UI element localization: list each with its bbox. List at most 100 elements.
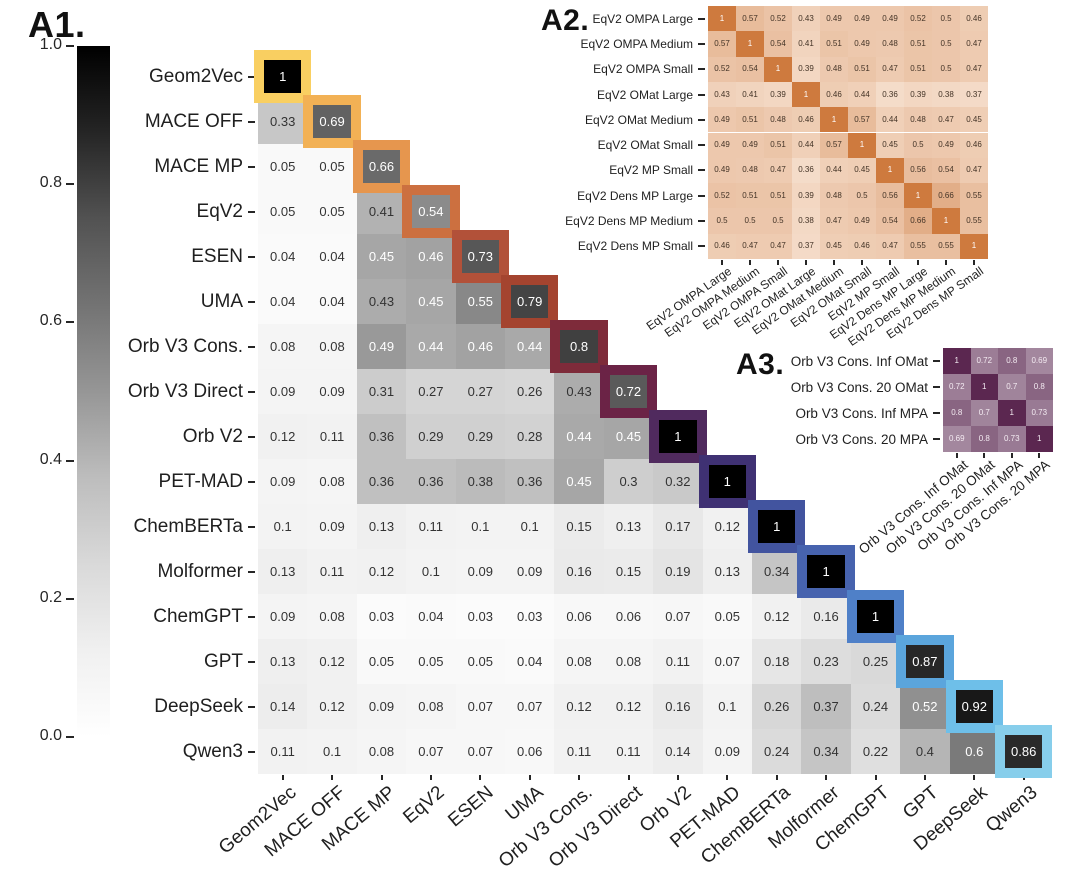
heatmap-cell: 1 — [943, 348, 971, 374]
y-axis-tick — [248, 525, 255, 528]
heatmap-cell: 0.57 — [736, 6, 764, 32]
heatmap-cell: 0.47 — [876, 233, 904, 259]
cell-value: 0.22 — [862, 744, 889, 759]
heatmap-cell: 0.36 — [505, 459, 555, 504]
heatmap-cell: 0.44 — [554, 414, 604, 459]
cell-value: 0.08 — [566, 654, 592, 669]
heatmap-cell: 0.48 — [764, 107, 792, 133]
heatmap-cell: 0.47 — [736, 233, 764, 259]
cell-value: 0.38 — [467, 474, 493, 489]
cell-value: 1 — [859, 140, 865, 150]
cell-value: 0.56 — [882, 190, 898, 200]
heatmap-cell: 0.07 — [455, 684, 505, 729]
row-label-text: EqV2 Dens MP Large — [577, 188, 693, 203]
x-axis-tick — [917, 260, 919, 265]
row-label: ESEN — [15, 234, 255, 279]
colorbar-tick-label: 0.0 — [39, 727, 62, 744]
row-label: PET-MAD — [15, 459, 255, 504]
cell-value: 0.03 — [368, 609, 395, 624]
cell-value: 0.69 — [948, 434, 965, 443]
cell-value: 0.03 — [517, 609, 543, 624]
x-axis-tick — [380, 775, 383, 780]
cell-value: 0.09 — [319, 384, 345, 399]
row-label: EqV2 OMat Large — [485, 82, 705, 107]
heatmap-cell: 0.16 — [554, 549, 604, 594]
y-axis-tick — [248, 345, 255, 348]
cell-value: 0.1 — [421, 564, 440, 579]
cell-value: 0.69 — [1031, 356, 1048, 365]
cell-value: 0.52 — [910, 13, 926, 23]
cell-value: 0.51 — [770, 140, 786, 150]
cell-value: 0.48 — [770, 114, 786, 124]
cell-value: 0.09 — [270, 609, 296, 624]
row-label-text: ChemGPT — [153, 605, 243, 627]
y-axis-tick — [698, 144, 705, 147]
cell-value: 0.03 — [467, 609, 493, 624]
cell-value: 0.1 — [718, 699, 737, 714]
heatmap-cell: 0.45 — [554, 459, 604, 504]
cell-value: 0.72 — [615, 384, 642, 399]
row-label: ChemGPT — [15, 594, 255, 639]
cell-value: 0.08 — [270, 339, 296, 354]
cell-value: 0.52 — [714, 64, 730, 74]
heatmap-cell: 0.24 — [752, 729, 802, 774]
heatmap-cell: 0.47 — [932, 107, 960, 133]
x-axis-tick — [1010, 453, 1013, 458]
heatmap-cell: 0.47 — [960, 31, 988, 57]
x-axis-tick — [1038, 453, 1041, 458]
cell-value: 0.1 — [273, 519, 292, 534]
heatmap-cell: 0.36 — [876, 81, 904, 108]
cell-value: 0.55 — [938, 241, 954, 251]
heatmap-cell: 0.09 — [307, 504, 357, 549]
cell-value: 0.44 — [798, 140, 814, 150]
cell-value: 0.43 — [368, 294, 395, 309]
y-axis-tick — [933, 386, 940, 388]
heatmap-cell: 0.08 — [307, 594, 357, 639]
x-axis-tick — [676, 775, 679, 780]
cell-value: 0.11 — [319, 564, 345, 579]
cell-value: 0.48 — [910, 114, 926, 124]
y-axis-tick — [698, 194, 705, 197]
cell-value: 0.5 — [940, 38, 952, 48]
cell-value: 1 — [719, 13, 725, 23]
heatmap-cell: 1 — [764, 56, 792, 82]
cell-value: 0.44 — [882, 114, 898, 124]
x-axis-tick — [825, 775, 828, 780]
cell-value: 0.12 — [764, 609, 790, 624]
heatmap-cell: 1 — [960, 233, 988, 259]
colorbar-tick-label: 0.8 — [39, 174, 62, 192]
cell-value: 0.36 — [418, 474, 444, 489]
row-label-text: ChemBERTa — [133, 515, 243, 537]
heatmap-cell: 0.8 — [998, 348, 1026, 374]
panel-a1-title: A1. — [28, 4, 86, 45]
heatmap-cell: 0.37 — [792, 233, 820, 259]
cell-value: 0.18 — [764, 654, 790, 669]
heatmap-cell: 0.8 — [1025, 374, 1053, 400]
cell-value: 0.04 — [270, 294, 296, 309]
cell-value: 0.73 — [1003, 434, 1020, 443]
cell-value: 0.13 — [368, 519, 395, 534]
row-label-text: EqV2 OMat Small — [597, 138, 693, 153]
cell-value: 0.8 — [1033, 382, 1045, 391]
colorbar-tick — [66, 597, 74, 600]
cell-value: 0.51 — [854, 64, 870, 74]
heatmap-cell: 0.48 — [820, 183, 848, 209]
heatmap-cell: 0.12 — [258, 414, 308, 459]
x-axis-tick — [479, 775, 482, 780]
heatmap-cell: 0.07 — [653, 594, 703, 639]
heatmap-cell: 0.05 — [406, 639, 456, 684]
heatmap-cell: 0.51 — [736, 107, 764, 133]
cell-value: 1 — [982, 382, 987, 391]
y-axis-tick — [248, 750, 255, 753]
cell-value: 0.41 — [742, 89, 758, 99]
row-label-text: EqV2 Dens MP Medium — [565, 214, 693, 229]
cell-value: 0.54 — [938, 165, 954, 175]
cell-value: 0.51 — [770, 190, 786, 200]
x-axis-tick — [955, 453, 958, 458]
cell-value: 0.43 — [714, 89, 730, 99]
heatmap-cell: 0.09 — [258, 594, 308, 639]
cell-value: 0.07 — [517, 699, 543, 714]
heatmap-cell: 0.5 — [764, 208, 792, 234]
heatmap-cell: 0.55 — [960, 183, 988, 209]
